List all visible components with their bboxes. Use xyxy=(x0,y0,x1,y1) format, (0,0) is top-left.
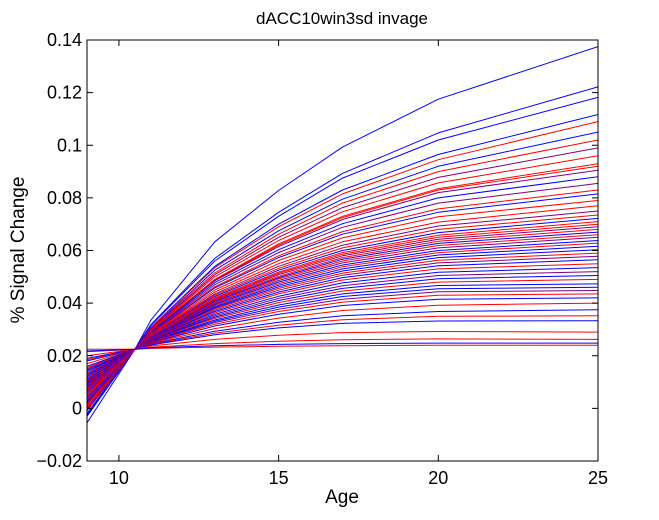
y-tick-label: 0.06 xyxy=(47,241,82,261)
y-tick-label: 0.1 xyxy=(57,135,82,155)
series-line-53 xyxy=(87,342,598,352)
x-tick-label: 15 xyxy=(269,468,289,488)
series-line-4 xyxy=(87,114,598,414)
chart-title: dACC10win3sd invage xyxy=(256,9,428,28)
y-tick-label: −0.02 xyxy=(36,451,82,471)
x-tick-label: 20 xyxy=(428,468,448,488)
y-tick-label: 0.04 xyxy=(47,293,82,313)
series-line-23 xyxy=(87,223,598,390)
y-axis-label: % Signal Change xyxy=(8,177,29,324)
y-tick-label: 0.12 xyxy=(47,83,82,103)
y-axis: −0.02 0 0.02 0.04 0.06 0.08 0.1 0.12 0.14 xyxy=(36,30,598,471)
series-line-16 xyxy=(87,193,598,399)
x-tick-label: 25 xyxy=(588,468,608,488)
series-line-13 xyxy=(87,176,598,403)
series-line-30 xyxy=(87,242,598,385)
series-line-2 xyxy=(87,86,598,417)
series-line-12 xyxy=(87,169,598,404)
series-line-10 xyxy=(87,163,598,405)
y-tick-label: 0.02 xyxy=(47,346,82,366)
x-axis: 10 15 20 25 xyxy=(109,40,608,488)
y-tick-label: 0 xyxy=(72,398,82,418)
y-tick-label: 0.08 xyxy=(47,188,82,208)
x-tick-label: 10 xyxy=(109,468,129,488)
y-tick-label: 0.14 xyxy=(47,30,82,50)
x-axis-label: Age xyxy=(325,487,359,508)
series-line-24 xyxy=(87,226,598,389)
series-line-7 xyxy=(87,139,598,409)
series-layer xyxy=(87,46,598,424)
